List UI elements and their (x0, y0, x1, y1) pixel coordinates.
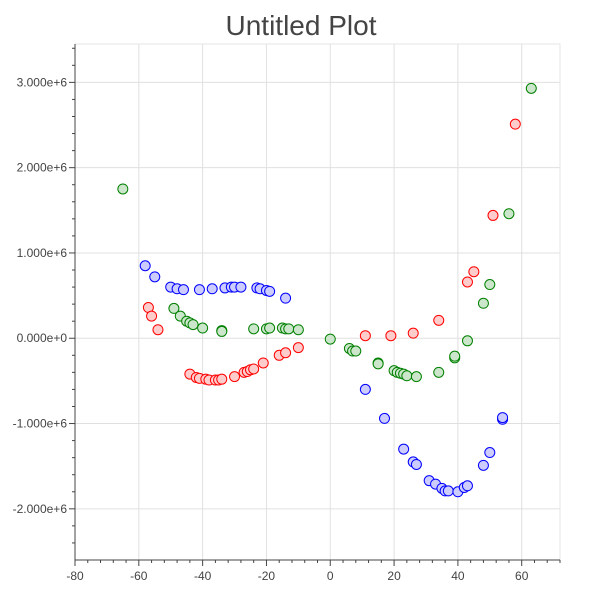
data-point (410, 371, 422, 383)
data-point (168, 302, 180, 314)
data-point (197, 322, 209, 334)
data-point (468, 266, 480, 278)
x-tick-label: 60 (515, 569, 529, 583)
data-point (372, 358, 384, 370)
data-point (280, 292, 292, 304)
data-point (149, 271, 161, 283)
x-tick-label: -40 (194, 569, 212, 583)
data-point (216, 373, 228, 385)
y-tick-label: -2.000e+6 (13, 502, 68, 516)
data-point (442, 485, 454, 497)
data-point (433, 366, 445, 378)
y-tick-label: 3.000e+6 (17, 75, 68, 89)
data-point (461, 480, 473, 492)
data-point (410, 458, 422, 470)
data-point (324, 333, 336, 345)
data-point (264, 322, 276, 334)
data-point (280, 347, 292, 359)
y-axis-ticks: -2.000e+6 -1.000e+6 0.000e+0 1.000e+6 2.000e… (13, 47, 75, 544)
data-point (385, 330, 397, 342)
grid (74, 44, 560, 560)
x-tick-label: 20 (387, 569, 401, 583)
data-point (484, 279, 496, 291)
data-point (292, 342, 304, 354)
data-point (216, 325, 228, 337)
data-point (477, 297, 489, 309)
data-point (379, 412, 391, 424)
y-tick-label: 2.000e+6 (17, 161, 68, 175)
x-tick-label: -60 (130, 569, 148, 583)
data-point (248, 363, 260, 375)
data-point (117, 183, 129, 195)
x-tick-label: -20 (258, 569, 276, 583)
data-point (248, 323, 260, 335)
data-point (433, 314, 445, 326)
chart-title: Untitled Plot (226, 10, 377, 41)
data-point (461, 335, 473, 347)
data-point (477, 459, 489, 471)
data-point (487, 209, 499, 221)
data-point (525, 82, 537, 94)
data-point (407, 327, 419, 339)
y-tick-label: -1.000e+6 (13, 417, 68, 431)
data-point (283, 323, 295, 335)
data-point (146, 310, 158, 322)
data-point (401, 370, 413, 382)
x-tick-label: 40 (451, 569, 465, 583)
data-point (152, 324, 164, 336)
data-point (177, 284, 189, 296)
data-point (292, 324, 304, 336)
x-tick-label: 0 (327, 569, 334, 583)
data-point (509, 118, 521, 130)
data-point (350, 345, 362, 357)
data-point (503, 208, 515, 220)
data-point (449, 350, 461, 362)
data-point (193, 284, 205, 296)
data-point (484, 447, 496, 459)
data-points (117, 82, 537, 498)
data-point (497, 412, 509, 424)
data-point (187, 319, 199, 331)
data-point (461, 276, 473, 288)
data-point (206, 283, 218, 295)
data-point (264, 285, 276, 297)
data-point (359, 383, 371, 395)
data-point (359, 330, 371, 342)
x-axis-ticks: -80 -60 -40 -20 0 20 40 60 (66, 560, 561, 583)
data-point (139, 260, 151, 272)
x-tick-label: -80 (66, 569, 84, 583)
y-tick-label: 1.000e+6 (17, 246, 68, 260)
data-point (229, 371, 241, 383)
y-tick-label: 0.000e+0 (17, 331, 68, 345)
data-point (235, 281, 247, 293)
data-point (398, 443, 410, 455)
data-point (257, 357, 269, 369)
